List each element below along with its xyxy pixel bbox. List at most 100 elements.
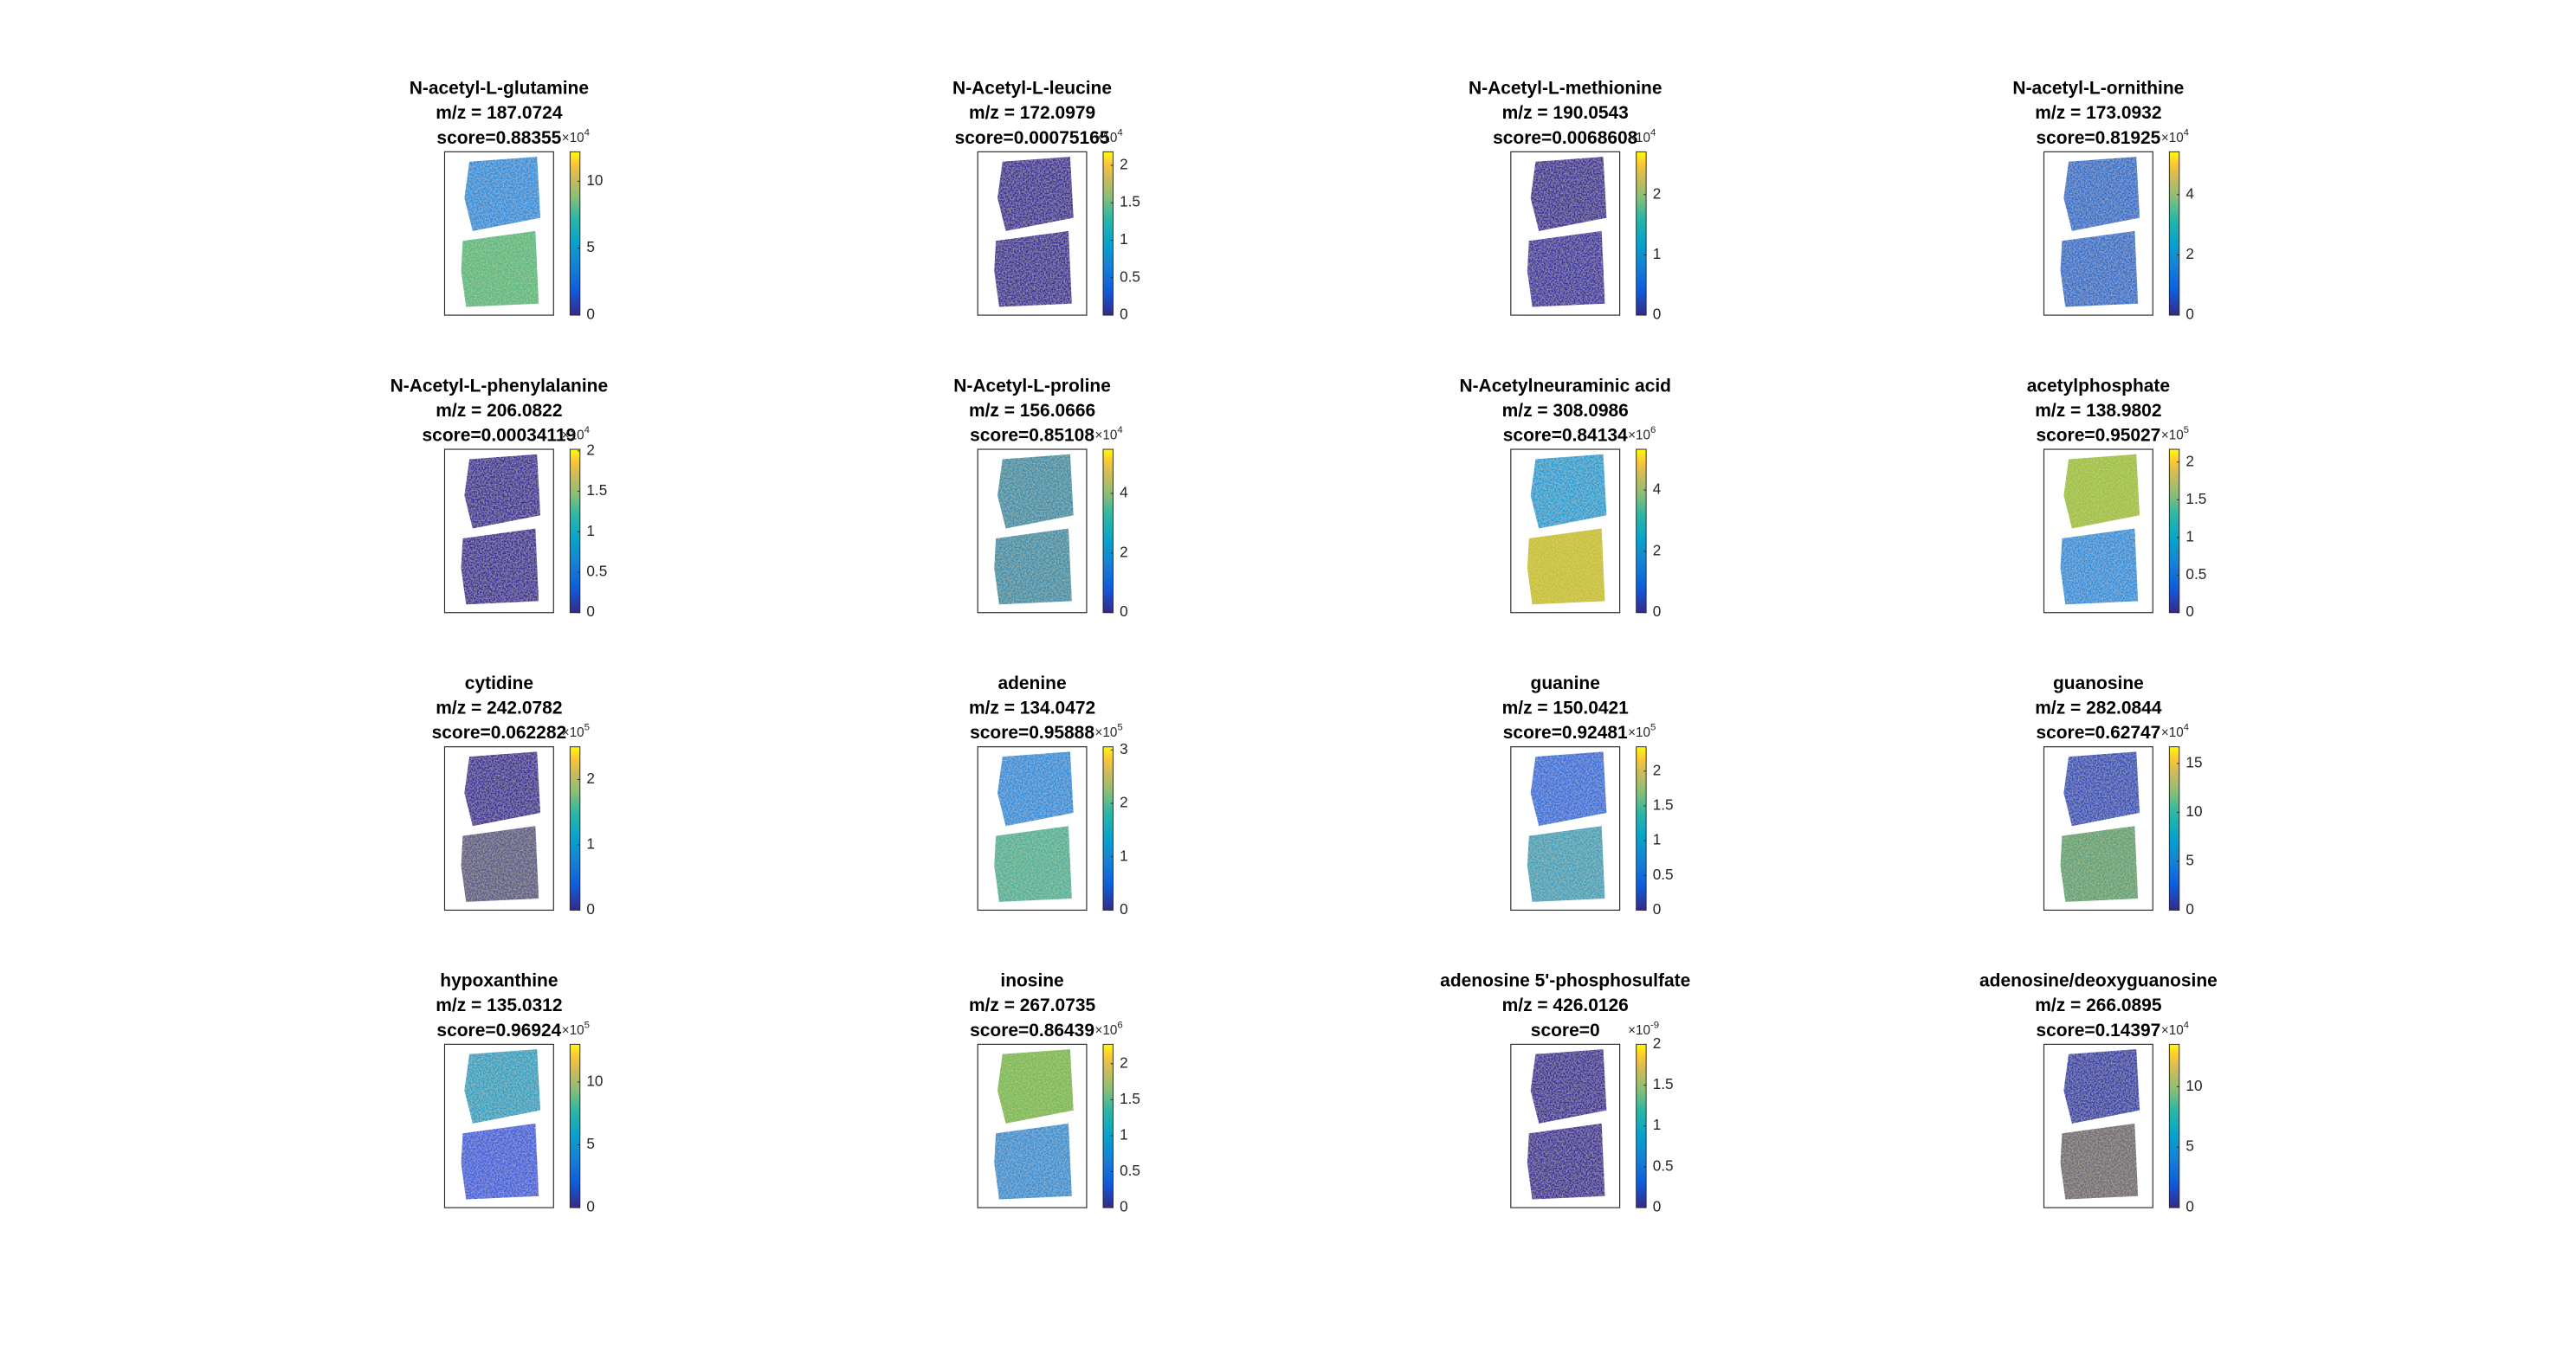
- panel-score: score=0.95888: [970, 723, 1094, 743]
- colorbar-scale: ×105: [1628, 723, 1656, 741]
- colorbar-tick-label: 1.5: [1120, 193, 1140, 210]
- scale-exponent: 4: [1117, 425, 1123, 435]
- tissue-top: [464, 1049, 541, 1124]
- colorbar-tick-label: 0: [586, 900, 595, 918]
- colorbar-scale: ×104: [562, 127, 591, 145]
- tissue-bottom: [461, 826, 539, 902]
- tissue-top: [1530, 157, 1607, 231]
- colorbar: [1102, 151, 1114, 316]
- scale-base: ×10: [2161, 428, 2184, 443]
- panel-mz: m/z = 206.0822: [436, 401, 562, 421]
- colorbar: [1102, 448, 1114, 614]
- panel-mz: m/z = 156.0666: [969, 401, 1095, 421]
- panel-title: N-Acetyl-L-methionine: [1469, 79, 1662, 99]
- tissue-top: [464, 454, 541, 529]
- panel-mz: m/z = 172.0979: [969, 103, 1095, 123]
- colorbar-tick-label: 3: [1120, 740, 1128, 757]
- colorbar-tick-label: 1.5: [2185, 490, 2206, 507]
- colorbar: [1636, 448, 1647, 614]
- scale-exponent: 5: [584, 1020, 590, 1030]
- image-axes: [1510, 1043, 1621, 1208]
- colorbar-tick-label: 1.5: [1120, 1090, 1140, 1107]
- scale-base: ×10: [562, 1023, 584, 1038]
- colorbar-tick-label: 0: [1653, 602, 1662, 620]
- colorbar-tick-label: 5: [2185, 851, 2194, 868]
- scale-exponent: 4: [2184, 1020, 2190, 1030]
- tissue-bottom: [2060, 1123, 2139, 1200]
- tissue-bottom: [994, 528, 1072, 605]
- colorbar-tick-label: 5: [586, 238, 595, 255]
- tissue-top: [1530, 751, 1607, 827]
- tissue-bottom: [2060, 230, 2139, 307]
- colorbar-tick-label: 1: [1653, 245, 1662, 262]
- image-axes: [1510, 151, 1621, 316]
- colorbar: [569, 1043, 581, 1208]
- panel-title: guanine: [1531, 673, 1600, 693]
- scale-base: ×10: [1628, 428, 1650, 443]
- colorbar-tick-label: 0.5: [2185, 565, 2206, 583]
- scale-exponent: 4: [584, 425, 591, 435]
- tissue-top: [2063, 751, 2140, 827]
- panel-mz: m/z = 266.0895: [2035, 995, 2162, 1015]
- panel-score: score=0.85108: [970, 425, 1094, 445]
- colorbar-tick-label: 2: [1653, 541, 1662, 558]
- scale-exponent: 4: [2184, 723, 2190, 733]
- colorbar-tick-label: 1: [1653, 1116, 1662, 1133]
- colorbar-tick-label: 0: [1120, 306, 1128, 323]
- panel-mz: m/z = 308.0986: [1502, 401, 1629, 421]
- tissue-top: [1530, 1049, 1607, 1124]
- scale-base: ×10: [562, 725, 584, 740]
- tissue-top: [1530, 454, 1607, 529]
- colorbar-tick-label: 2: [1120, 794, 1128, 811]
- tissue-bottom: [994, 1123, 1072, 1200]
- colorbar-scale: ×105: [562, 723, 590, 741]
- colorbar-tick-label: 2: [1120, 1053, 1128, 1071]
- colorbar-tick-label: 0.5: [1653, 1156, 1674, 1174]
- colorbar-tick-label: 0: [2185, 602, 2194, 620]
- tissue-top: [2063, 1049, 2140, 1124]
- panel-title: N-Acetylneuraminic acid: [1459, 376, 1671, 396]
- panel-title: N-acetyl-L-glutamine: [410, 79, 589, 99]
- colorbar-tick-label: 2: [586, 441, 595, 458]
- tissue-bottom: [461, 1123, 539, 1200]
- panel-mz: m/z = 173.0932: [2035, 103, 2161, 123]
- image-axes: [1510, 448, 1621, 614]
- image-axes: [2043, 448, 2153, 614]
- scale-base: ×10: [2161, 131, 2184, 145]
- panel-score: score=0.86439: [970, 1021, 1094, 1041]
- scale-exponent: 5: [1650, 723, 1656, 733]
- colorbar-tick-label: 1: [1653, 831, 1662, 848]
- scale-exponent: 5: [584, 723, 590, 733]
- panel-title: adenosine 5'-phosphosulfate: [1440, 971, 1690, 991]
- tissue-top: [2063, 157, 2140, 231]
- panel-score: score=0.62747: [2036, 723, 2160, 743]
- panel-title: hypoxanthine: [440, 971, 558, 991]
- panel-mz: m/z = 134.0472: [969, 699, 1095, 718]
- panel-title: guanosine: [2053, 673, 2144, 693]
- colorbar: [2168, 151, 2180, 316]
- colorbar-tick-label: 2: [1653, 761, 1662, 778]
- colorbar-scale: ×105: [562, 1020, 590, 1038]
- colorbar-tick-label: 1: [586, 522, 595, 539]
- image-axes: [977, 746, 1088, 911]
- panel-score: score=0.0068608: [1493, 128, 1638, 148]
- colorbar-tick-label: 2: [2185, 245, 2194, 262]
- colorbar-tick-label: 0: [1653, 306, 1662, 323]
- panel-mz: m/z = 135.0312: [436, 995, 562, 1015]
- scale-base: ×10: [562, 428, 584, 443]
- panel-title: adenine: [997, 673, 1066, 693]
- panel-mz: m/z = 242.0782: [436, 699, 562, 718]
- scale-exponent: 6: [1650, 425, 1656, 435]
- colorbar-tick-label: 1: [1120, 847, 1128, 864]
- colorbar-tick-label: 2: [1120, 543, 1128, 560]
- tissue-bottom: [2060, 528, 2139, 605]
- tissue-bottom: [461, 230, 539, 307]
- colorbar: [1102, 1043, 1114, 1208]
- image-axes: [977, 151, 1088, 316]
- panel-title: adenosine/deoxyguanosine: [1979, 971, 2218, 991]
- colorbar-tick-label: 0: [1120, 900, 1128, 918]
- colorbar: [569, 746, 581, 911]
- scale-base: ×10: [2161, 725, 2184, 740]
- panel-mz: m/z = 150.0421: [1502, 699, 1630, 718]
